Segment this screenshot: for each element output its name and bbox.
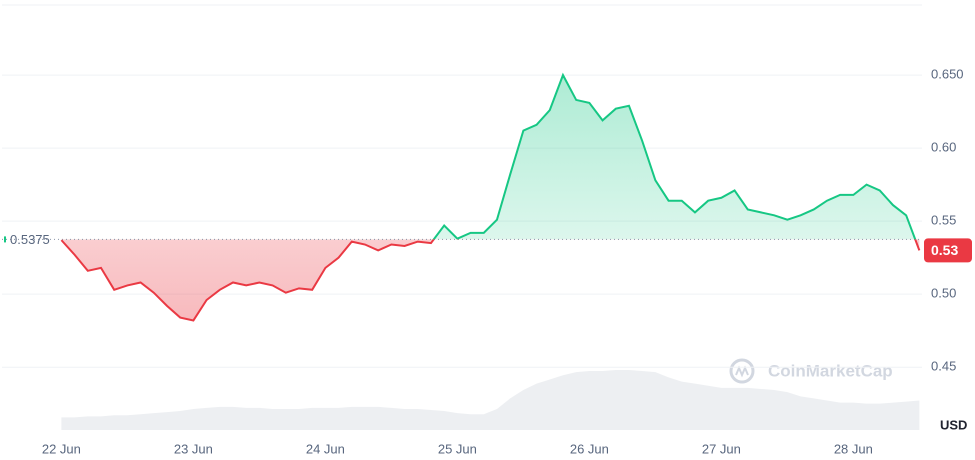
baseline-tag-mark bbox=[4, 236, 6, 243]
y-tick-label: 0.50 bbox=[931, 286, 956, 301]
watermark: CoinMarketCap bbox=[729, 358, 893, 384]
baseline-label: 0.5375 bbox=[10, 232, 50, 247]
area-down bbox=[61, 239, 920, 321]
currency-label: USD bbox=[940, 417, 967, 432]
volume-area bbox=[61, 370, 920, 430]
x-tick-label: 22 Jun bbox=[42, 441, 81, 456]
x-tick-label: 24 Jun bbox=[306, 441, 345, 456]
x-tick-label: 25 Jun bbox=[438, 441, 477, 456]
y-tick-label: 0.650 bbox=[931, 67, 964, 82]
watermark-text: CoinMarketCap bbox=[768, 361, 893, 380]
x-tick-label: 23 Jun bbox=[174, 441, 213, 456]
y-tick-label: 0.60 bbox=[931, 140, 956, 155]
x-tick-label: 27 Jun bbox=[702, 441, 741, 456]
y-tick-label: 0.45 bbox=[931, 359, 956, 374]
price-tag bbox=[924, 238, 972, 263]
price-line-down bbox=[60, 239, 921, 322]
y-tick-label: 0.55 bbox=[931, 213, 956, 228]
price-tag-label: 0.53 bbox=[931, 242, 958, 258]
price-line-up bbox=[432, 72, 917, 240]
area-up bbox=[61, 75, 920, 240]
x-tick-label: 26 Jun bbox=[570, 441, 609, 456]
x-tick-label: 28 Jun bbox=[834, 441, 873, 456]
